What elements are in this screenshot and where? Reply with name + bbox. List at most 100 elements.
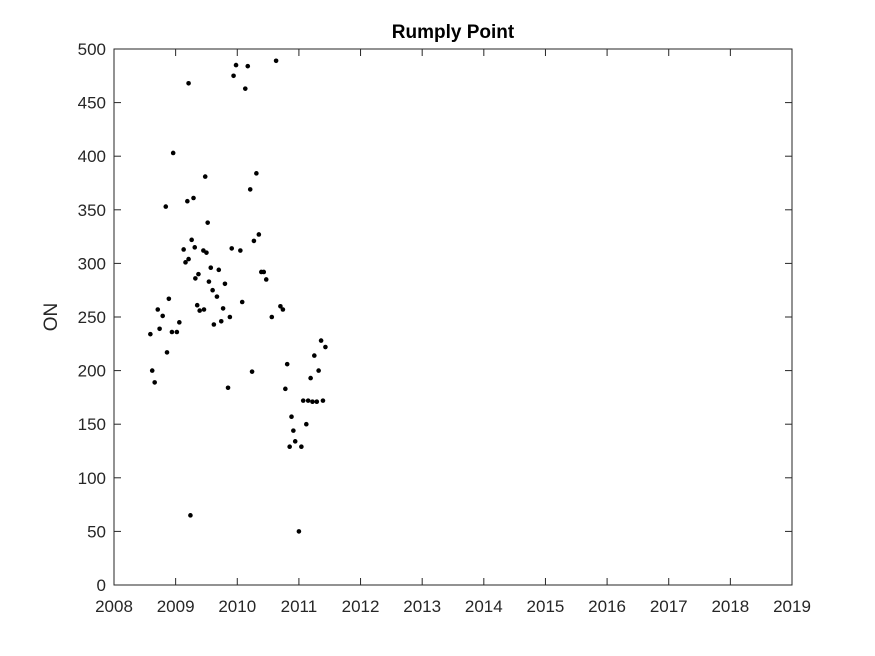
y-axis-label: ON (41, 303, 62, 332)
data-point (296, 529, 302, 534)
data-point (188, 513, 193, 518)
data-point (194, 302, 200, 308)
data-point (233, 62, 239, 68)
x-axis: 2008 2009 2010 2011 2012 2013 2014 2015 2016 2017… (95, 49, 811, 616)
data-point (205, 220, 210, 225)
data-point (280, 307, 286, 312)
y-tick-label: 500 (78, 40, 106, 59)
data-point (247, 187, 253, 192)
data-point (269, 314, 275, 320)
data-point (191, 195, 196, 201)
data-point (197, 308, 202, 313)
data-point (164, 350, 170, 355)
data-point (292, 439, 298, 444)
data-point (170, 150, 176, 156)
data-point (155, 307, 161, 312)
data-point (263, 277, 269, 282)
data-point (149, 368, 155, 373)
data-point (310, 399, 315, 404)
y-tick-label: 400 (78, 147, 106, 166)
data-point (222, 281, 228, 287)
x-tick-label: 2013 (403, 597, 441, 616)
data-point (308, 375, 313, 381)
data-point (314, 399, 320, 404)
data-point (181, 247, 186, 252)
data-point (208, 265, 214, 270)
data-point (273, 58, 279, 64)
x-tick-label: 2010 (218, 597, 256, 616)
x-tick-label: 2012 (342, 597, 380, 616)
data-point (169, 329, 175, 335)
data-point (283, 386, 288, 392)
data-point (214, 294, 220, 299)
data-point (174, 329, 180, 335)
data-point (218, 318, 224, 324)
data-point (284, 361, 290, 367)
x-tick-label: 2014 (465, 597, 503, 616)
y-tick-label: 50 (87, 522, 106, 541)
data-point (201, 307, 207, 312)
data-point (251, 238, 257, 244)
data-point (189, 237, 194, 243)
data-point (254, 171, 259, 176)
data-point (305, 398, 311, 403)
data-point (227, 314, 233, 320)
x-tick-label: 2009 (157, 597, 195, 616)
plot-area (113, 48, 793, 586)
data-point (177, 320, 182, 325)
data-point (216, 267, 222, 273)
data-point (163, 204, 169, 209)
data-point (289, 414, 294, 419)
y-tick-label: 150 (78, 415, 106, 434)
data-point (278, 303, 283, 309)
data-point (320, 398, 326, 403)
data-point (238, 248, 243, 253)
data-point (152, 380, 157, 385)
data-point (166, 296, 172, 302)
chart-title: Rumply Point (392, 22, 515, 43)
data-point (210, 287, 215, 293)
x-tick-label: 2008 (95, 597, 133, 616)
y-tick-label: 350 (78, 201, 106, 220)
y-tick-label: 100 (78, 469, 106, 488)
data-point (300, 398, 306, 403)
data-point (242, 86, 248, 91)
data-point (192, 245, 198, 250)
data-point (245, 63, 251, 69)
data-points (148, 58, 328, 534)
data-point (225, 385, 231, 391)
x-tick-label: 2016 (588, 597, 626, 616)
data-point (261, 269, 267, 275)
y-tick-label: 300 (78, 254, 106, 273)
y-tick-label: 200 (78, 362, 106, 381)
data-point (316, 368, 321, 373)
data-point (202, 174, 208, 179)
data-point (249, 369, 255, 374)
data-point (323, 344, 328, 350)
data-point (291, 428, 296, 433)
data-point (186, 256, 191, 262)
y-tick-label: 0 (97, 576, 106, 595)
data-point (287, 444, 292, 450)
data-point (148, 331, 153, 337)
data-point (299, 444, 304, 450)
data-point (206, 279, 212, 284)
x-tick-label: 2015 (527, 597, 565, 616)
data-point (186, 81, 191, 86)
data-point (196, 271, 201, 277)
data-point (239, 299, 245, 305)
x-tick-label: 2017 (650, 597, 688, 616)
data-point (304, 421, 309, 427)
data-point (229, 246, 235, 251)
y-tick-label: 450 (78, 94, 106, 113)
data-point (160, 313, 165, 319)
data-point (256, 232, 262, 237)
data-point (204, 250, 209, 255)
data-point (231, 73, 236, 79)
data-point (157, 326, 162, 332)
data-point (318, 338, 324, 343)
x-tick-label: 2018 (711, 597, 749, 616)
data-point (183, 260, 188, 265)
data-point (312, 353, 317, 358)
